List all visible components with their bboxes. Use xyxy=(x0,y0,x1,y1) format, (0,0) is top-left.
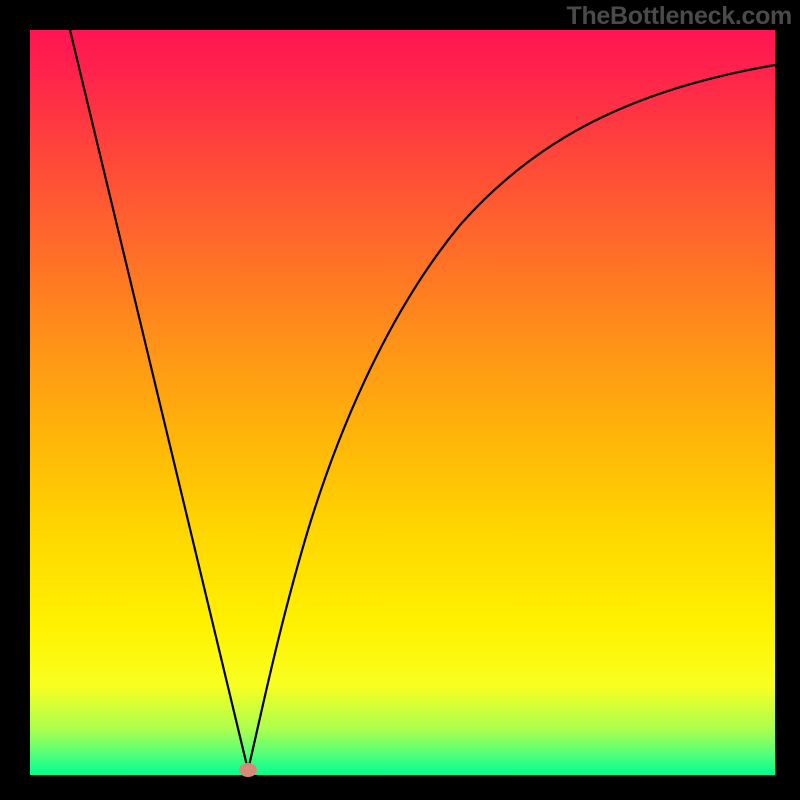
curve-layer xyxy=(30,30,775,775)
chart-container: TheBottleneck.com xyxy=(0,0,800,800)
watermark-text: TheBottleneck.com xyxy=(566,2,792,31)
curve-left-branch xyxy=(70,30,248,770)
minimum-marker xyxy=(239,763,257,777)
plot-area xyxy=(30,30,775,775)
curve-right-branch xyxy=(248,65,775,770)
